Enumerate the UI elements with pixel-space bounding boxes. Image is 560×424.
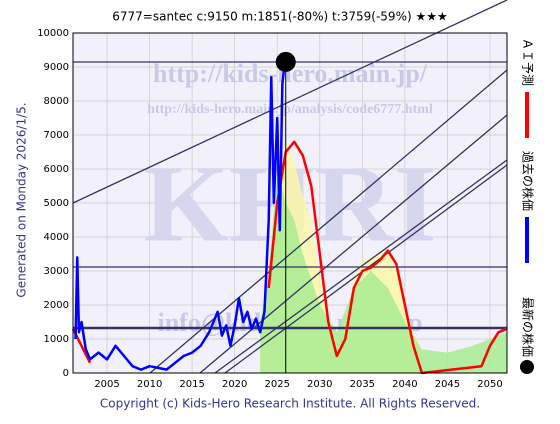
y-tick-label: 6000 — [44, 164, 69, 175]
y-tick-label: 0 — [63, 368, 69, 379]
x-tick-label: 2040 — [392, 379, 417, 390]
trend-line — [149, 69, 508, 374]
legend-label: 過去の株価 — [521, 151, 536, 211]
y-tick-label: 4000 — [44, 232, 69, 243]
generated-note: Generated on Monday 2026/1/5. — [15, 102, 29, 297]
x-tick-label: 2020 — [222, 379, 247, 390]
x-tick-label: 2045 — [435, 379, 460, 390]
trend-line — [72, 0, 508, 204]
y-tick-label: 9000 — [44, 62, 69, 73]
x-tick-label: 2005 — [94, 379, 119, 390]
y-tick-label: 7000 — [44, 130, 69, 141]
series-line — [267, 140, 508, 375]
x-tick-label: 2025 — [265, 379, 290, 390]
legend-swatch — [520, 360, 534, 374]
y-tick-label: 10000 — [37, 28, 69, 39]
x-tick-label: 2050 — [477, 379, 502, 390]
latest-point — [275, 51, 296, 72]
x-tick-label: 2015 — [179, 379, 204, 390]
x-tick-label: 2010 — [137, 379, 162, 390]
y-tick-label: 8000 — [44, 96, 69, 107]
y-tick-label: 1000 — [44, 334, 69, 345]
legend-label: ＡＩ予測 — [521, 38, 535, 86]
y-tick-label: 5000 — [44, 198, 69, 209]
chart-title: 6777=santec c:9150 m:1851(-80%) t:3759(-… — [112, 10, 448, 24]
plot-frame — [72, 32, 508, 374]
trend-lines — [72, 0, 508, 374]
area — [260, 169, 507, 373]
watermark: http://kids-hero.main.jp/analysis/code67… — [147, 102, 433, 117]
x-tick-label: 2030 — [307, 379, 332, 390]
footer: Copyright (c) Kids-Hero Research Institu… — [100, 397, 480, 411]
legend-label: 最新の株価 — [521, 297, 536, 357]
x-tick-label: 2035 — [350, 379, 375, 390]
y-tick-label: 2000 — [44, 300, 69, 311]
y-tick-label: 3000 — [44, 266, 69, 277]
trend-line — [199, 114, 508, 374]
series-line — [74, 61, 287, 371]
